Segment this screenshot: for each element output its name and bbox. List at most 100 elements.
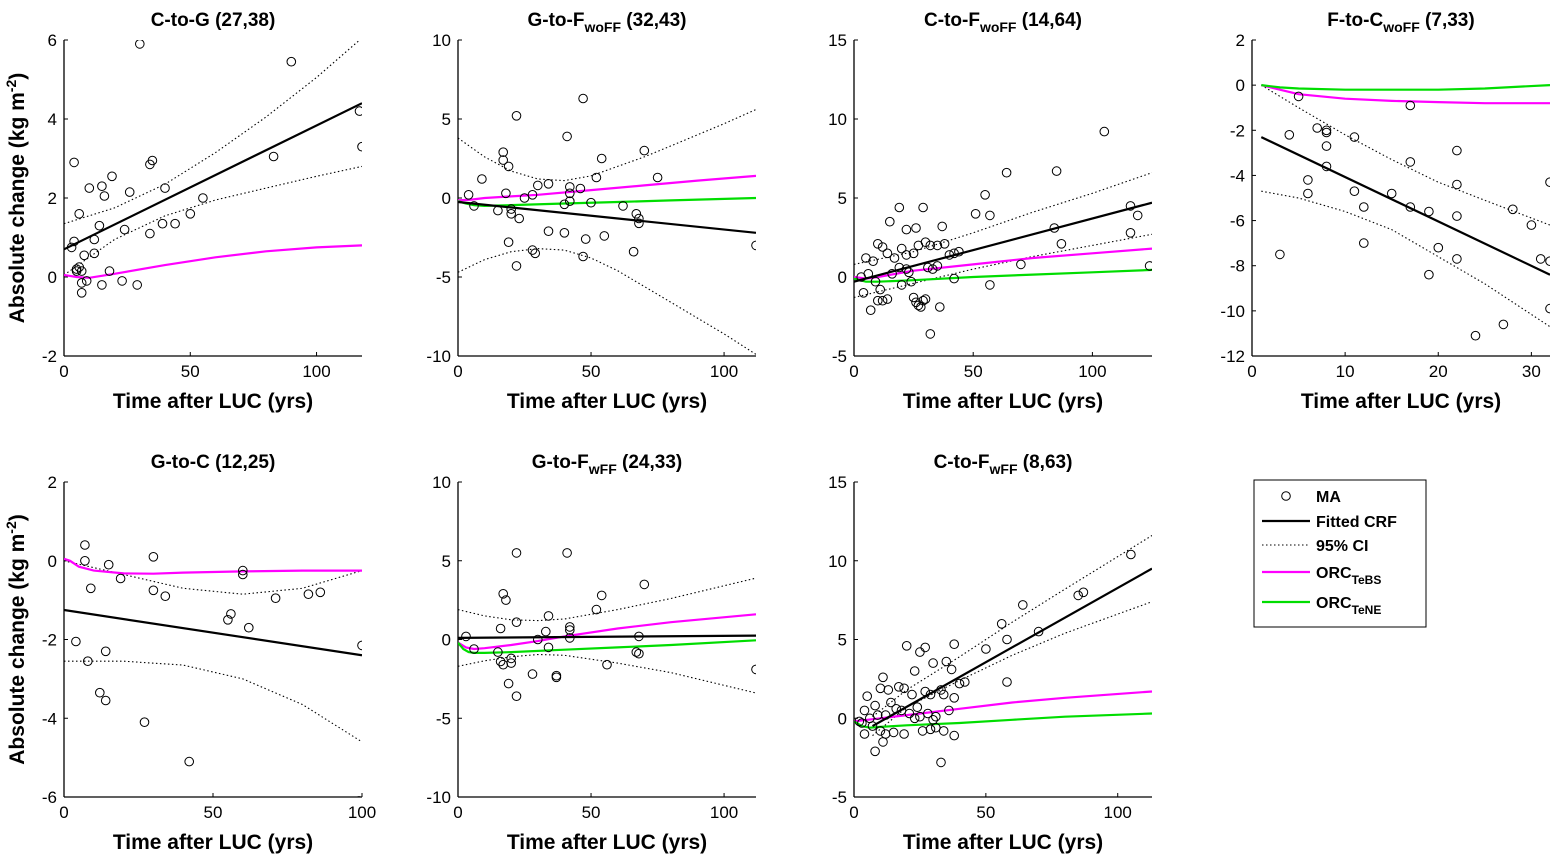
ma-data-point (565, 622, 575, 632)
y-tick-label: 15 (828, 31, 847, 50)
ma-data-point (954, 678, 965, 689)
ma-data-point (875, 284, 886, 295)
ci-lower-line (458, 248, 756, 355)
ma-data-point (76, 266, 87, 276)
ma-data-point (268, 151, 279, 162)
ma-data-point (501, 188, 511, 199)
ma-data-point (936, 685, 946, 695)
ma-data-point (980, 190, 990, 200)
ma-data-point (541, 626, 551, 637)
ma-data-point (501, 595, 511, 605)
ma-data-point (901, 641, 912, 651)
ma-data-point (160, 183, 170, 193)
ma-data-point (878, 737, 888, 747)
ma-data-point (908, 248, 919, 259)
legend-label: ORCTeBS (1316, 565, 1381, 587)
ma-data-point (244, 622, 254, 633)
y-axis-label-main: Absolute change (kg m (6, 534, 29, 765)
ma-data-point (920, 294, 931, 304)
ma-data-point (652, 172, 663, 183)
ma-data-point (135, 40, 145, 49)
ma-data-point (562, 131, 572, 142)
ma-data-point (238, 565, 248, 576)
ma-data-point (925, 240, 936, 251)
y-tick-label: -5 (832, 347, 847, 366)
x-tick-label: 20 (1429, 362, 1448, 381)
plot-area (458, 548, 756, 702)
ma-data-point (909, 713, 920, 724)
x-tick-label: 100 (302, 362, 330, 381)
ma-data-point (949, 273, 959, 284)
orc-tene-line (1261, 84, 1550, 91)
ma-data-point (925, 329, 936, 339)
panel-title-subscript: wFF (588, 461, 617, 477)
ma-data-point (985, 280, 995, 290)
y-tick-label: 0 (442, 189, 451, 208)
ma-data-point (1001, 167, 1012, 178)
y-tick-label: -4 (1230, 166, 1245, 185)
ma-data-point (95, 687, 105, 698)
ma-data-point (1321, 125, 1332, 136)
ma-data-point (1452, 145, 1462, 156)
ma-data-point (932, 240, 943, 251)
ma-data-point (1002, 634, 1012, 645)
legend-label-subscript: TeBS (1352, 573, 1382, 587)
ma-data-point (1321, 141, 1332, 151)
ma-data-point (1508, 204, 1518, 215)
panel-title-main: G-to-C (151, 452, 210, 473)
legend-label: 95% CI (1316, 538, 1368, 555)
ma-data-point (80, 556, 90, 566)
ma-data-point (89, 248, 100, 259)
ma-data-point (960, 677, 970, 687)
ma-data-point (1386, 188, 1397, 199)
ma-data-point (303, 589, 314, 600)
ma-data-point (915, 647, 925, 657)
ma-data-point (84, 183, 95, 193)
ma-data-point (602, 659, 612, 670)
y-tick-label: 0 (442, 631, 451, 650)
chart-panel-row2-col2: 0 50 100 -10 -5 0 5 10 Time after LUC (yrs) G-to-… (426, 452, 756, 854)
ma-data-point (1126, 549, 1136, 560)
panel-title: C-to-G (27,38) (151, 10, 276, 31)
x-tick-label: 100 (1104, 803, 1132, 822)
ma-data-point (503, 237, 514, 247)
ci-upper-line (64, 560, 362, 595)
x-tick-label: 0 (453, 803, 462, 822)
ma-data-point (286, 56, 297, 67)
ma-data-point (1051, 166, 1062, 176)
orc-tebs-line (1261, 84, 1550, 105)
panel-title: G-to-FwoFF (32,43) (527, 10, 686, 35)
ma-data-point (506, 653, 517, 664)
ma-data-point (939, 239, 950, 249)
ma-data-point (908, 292, 919, 303)
ma-data-point (315, 587, 326, 598)
x-tick-label: 50 (976, 803, 995, 822)
x-tick-label: 0 (59, 362, 68, 381)
ma-data-point (530, 248, 541, 259)
ma-data-point (1349, 132, 1360, 142)
ma-data-point (1545, 177, 1550, 187)
y-tick-label: -8 (1230, 257, 1245, 276)
ma-data-point (66, 242, 77, 253)
ma-data-point (941, 656, 952, 667)
ma-data-point (1452, 254, 1462, 264)
ma-data-point (357, 640, 362, 651)
chart-panel-row1-col2: 0 50 100 -10 -5 0 5 10 Time after LUC (yrs) G-to-… (426, 10, 756, 413)
panel-title-counts: (27,38) (210, 10, 275, 31)
ma-data-point (634, 213, 644, 224)
ma-data-point (894, 262, 905, 273)
y-tick-label: -5 (436, 268, 451, 287)
ma-data-point (74, 209, 84, 219)
ma-data-point (935, 302, 945, 312)
ma-data-point (938, 689, 949, 700)
ma-data-point (901, 264, 912, 274)
ma-data-point (1132, 210, 1143, 221)
ma-data-point (936, 757, 946, 768)
ma-data-point (882, 294, 893, 304)
ma-data-point (862, 691, 873, 702)
y-tick-label: 0 (838, 268, 847, 287)
plot-area (64, 540, 362, 797)
ma-data-point (1545, 256, 1550, 266)
